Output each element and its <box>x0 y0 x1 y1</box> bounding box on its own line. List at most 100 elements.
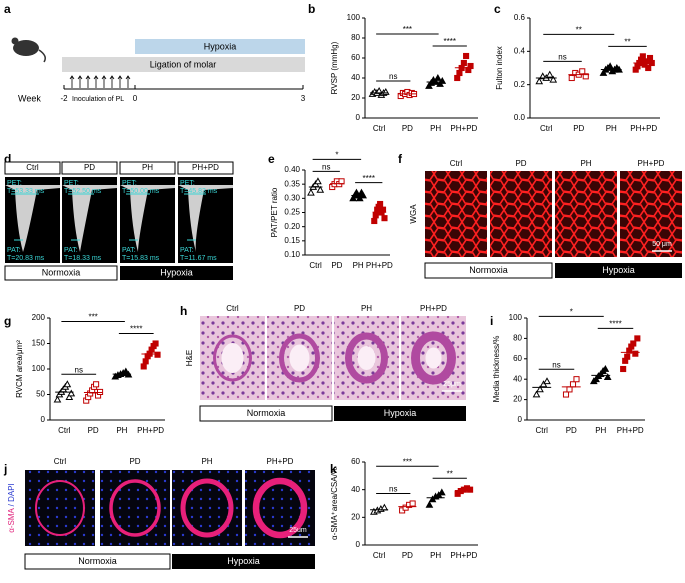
sma-ring <box>109 479 161 537</box>
significance-label: ns <box>389 485 397 494</box>
vessel-wall <box>345 332 388 384</box>
pat-label: PAT: <box>64 247 78 254</box>
y-tick-label: 60 <box>351 53 360 62</box>
x-tick-label: PH <box>430 124 441 133</box>
significance-label: ns <box>558 52 566 61</box>
significance-label: ns <box>389 72 397 81</box>
image-label: PH+PD <box>638 159 665 168</box>
panel-label: k <box>330 462 337 476</box>
y-tick-label: 0.30 <box>284 193 300 202</box>
y-tick-label: 0.6 <box>514 13 526 22</box>
stain-part: WGA <box>409 204 418 224</box>
significance-label: ** <box>447 469 453 478</box>
pet-value: T=53.33 ms <box>7 188 45 195</box>
pat-label: PAT: <box>180 247 194 254</box>
data-point <box>639 53 646 60</box>
inoculation-arrow <box>85 75 91 88</box>
image-label: Ctrl <box>54 457 67 466</box>
group-label: Hypoxia <box>227 556 260 566</box>
panel-label: j <box>3 462 7 476</box>
group-label: Hypoxia <box>160 267 193 277</box>
data-point <box>467 486 474 493</box>
data-point <box>562 391 570 398</box>
x-tick-label: Ctrl <box>536 426 549 435</box>
y-tick-label: 200 <box>32 313 46 322</box>
doppler-trace <box>5 185 60 252</box>
panel-label: h <box>180 304 187 318</box>
x-tick-label: Ctrl <box>309 261 322 270</box>
group-box <box>120 266 233 280</box>
y-tick-label: 20 <box>351 93 360 102</box>
y-tick-label: 100 <box>509 313 523 322</box>
significance-label: ns <box>322 162 330 171</box>
data-point <box>566 386 573 393</box>
data-point <box>634 335 641 342</box>
image-label: PD <box>129 457 140 466</box>
panel-label: a <box>4 2 11 16</box>
data-point <box>599 68 608 76</box>
mouse-icon <box>11 37 19 45</box>
x-tick-label: PH <box>606 124 617 133</box>
y-axis-label: Fulton index <box>495 46 504 90</box>
label-box <box>4 161 61 175</box>
data-point <box>433 73 442 81</box>
x-tick-label: PH+PD <box>366 261 393 270</box>
mouse-icon <box>38 49 46 63</box>
group-box <box>24 553 171 570</box>
data-point <box>579 68 586 75</box>
scale-label: 25μm <box>443 381 461 388</box>
image-label: PH <box>580 159 591 168</box>
inoculation-arrow <box>125 75 131 88</box>
y-tick-label: 0.25 <box>284 208 300 217</box>
data-point <box>646 54 654 62</box>
x-tick-label: Ctrl <box>373 551 386 560</box>
data-point <box>632 350 639 357</box>
x-tick-label: PH+PD <box>450 551 477 560</box>
ligation-bar <box>62 57 305 72</box>
sma-ring <box>180 478 234 538</box>
x-tick-label: PD <box>573 124 584 133</box>
group-label: Normoxia <box>42 267 81 277</box>
y-tick-label: 150 <box>32 339 46 348</box>
inoculation-arrow <box>101 75 107 88</box>
data-point <box>140 363 147 370</box>
vessel-lumen <box>357 346 376 370</box>
y-tick-label: 0 <box>356 540 361 549</box>
echo-image <box>178 177 233 263</box>
group-label: Hypoxia <box>384 408 417 418</box>
vessel-lumen <box>425 347 442 369</box>
group-label: Normoxia <box>469 265 508 275</box>
inoculation-arrow <box>93 75 99 88</box>
x-tick-label: PD <box>88 426 99 435</box>
data-point <box>65 393 74 400</box>
significance-label: * <box>570 308 573 317</box>
image-label: Ctrl <box>26 163 39 172</box>
stain-part: H&E <box>185 350 194 366</box>
image-label: PH+PD <box>192 163 219 172</box>
data-point <box>573 376 580 383</box>
data-point <box>152 340 159 347</box>
x-tick-label: PH <box>595 426 606 435</box>
image-label: PD <box>84 163 95 172</box>
x-tick-label: Ctrl <box>540 124 553 133</box>
x-tick-label: PH+PD <box>617 426 644 435</box>
y-tick-label: 0.15 <box>284 236 300 245</box>
panel-label: g <box>4 314 11 328</box>
data-point <box>645 64 652 72</box>
x-tick-label: PH <box>430 551 441 560</box>
pet-label: PET: <box>180 180 195 187</box>
wga-image <box>620 171 682 257</box>
x-tick-label: Ctrl <box>373 124 386 133</box>
hypoxia-bar <box>135 39 305 54</box>
mouse-icon <box>13 40 39 56</box>
data-point <box>437 488 446 496</box>
image-label: PD <box>294 304 305 313</box>
pat-label: PAT: <box>7 247 21 254</box>
inoculation-arrow <box>117 75 123 88</box>
scale-label: 50 μm <box>652 241 672 248</box>
x-tick-label: PD <box>566 426 577 435</box>
significance-label: **** <box>363 174 375 183</box>
y-axis-label: PAT/PET ratio <box>270 187 279 237</box>
data-point <box>568 74 575 82</box>
